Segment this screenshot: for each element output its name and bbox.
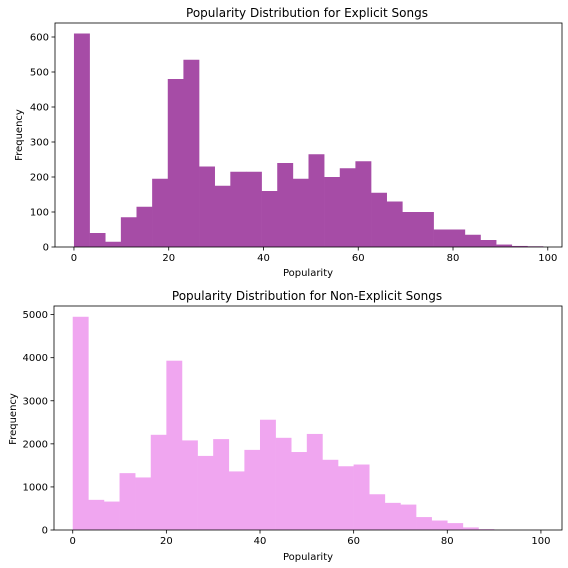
- non-explicit-y-axis-label: Frequency: [8, 393, 19, 445]
- explicit-bar: [105, 241, 122, 247]
- explicit-y-ticks: 0 100 200 300 400 500 600: [30, 33, 55, 254]
- explicit-y-tick-label: 300: [30, 138, 49, 149]
- non-explicit-bar: [103, 501, 120, 530]
- explicit-bar: [496, 244, 513, 247]
- non-explicit-y-tick-label: 1000: [23, 482, 48, 493]
- explicit-bar: [417, 212, 434, 247]
- non-explicit-x-tick-label: 0: [70, 536, 76, 547]
- non-explicit-bar: [88, 499, 105, 530]
- non-explicit-bar: [431, 520, 448, 530]
- explicit-y-tick-label: 500: [30, 68, 49, 79]
- explicit-bar: [73, 33, 90, 247]
- explicit-bars: [73, 33, 544, 247]
- non-explicit-bar: [400, 504, 417, 530]
- non-explicit-bar: [416, 517, 432, 530]
- explicit-chart-title: Popularity Distribution for Explicit Son…: [186, 6, 428, 20]
- non-explicit-x-axis-label: Popularity: [283, 552, 333, 563]
- explicit-x-ticks: 0 20 40 60 80 100: [71, 247, 557, 264]
- non-explicit-y-tick-label: 4000: [23, 353, 48, 364]
- non-explicit-bar: [353, 464, 370, 530]
- explicit-chart: Popularity Distribution for Explicit Son…: [14, 6, 563, 279]
- explicit-x-axis-label: Popularity: [283, 268, 333, 279]
- non-explicit-bar: [338, 466, 354, 530]
- explicit-bar: [308, 154, 325, 247]
- explicit-bar: [355, 161, 372, 247]
- non-explicit-y-tick-label: 3000: [23, 396, 48, 407]
- non-explicit-bar: [228, 471, 245, 530]
- explicit-y-tick-label: 0: [43, 243, 49, 254]
- non-explicit-bar: [384, 502, 401, 530]
- explicit-bar: [386, 201, 403, 247]
- explicit-y-tick-label: 200: [30, 173, 49, 184]
- explicit-y-tick-label: 400: [30, 103, 49, 114]
- explicit-bar: [214, 185, 231, 247]
- explicit-bar: [152, 178, 169, 247]
- non-explicit-bar: [135, 477, 152, 530]
- non-explicit-y-tick-label: 0: [42, 526, 48, 537]
- non-explicit-x-tick-label: 80: [441, 536, 454, 547]
- non-explicit-bar: [322, 459, 339, 530]
- non-explicit-x-tick-label: 40: [254, 536, 267, 547]
- non-explicit-bar: [213, 439, 230, 530]
- explicit-y-tick-label: 600: [30, 33, 49, 44]
- explicit-y-axis-label: Frequency: [14, 109, 25, 161]
- non-explicit-bar: [166, 360, 183, 530]
- non-explicit-bar: [150, 434, 167, 530]
- explicit-bar: [339, 168, 356, 247]
- non-explicit-x-ticks: 0 20 40 60 80 100: [70, 530, 550, 547]
- explicit-bar: [245, 171, 262, 247]
- explicit-bar: [464, 234, 481, 247]
- explicit-x-tick-label: 0: [71, 253, 77, 264]
- non-explicit-bars: [72, 316, 542, 530]
- non-explicit-bar: [447, 523, 464, 530]
- non-explicit-plot-frame: [53, 305, 563, 531]
- explicit-bar: [167, 79, 184, 247]
- explicit-bar: [136, 206, 153, 247]
- explicit-bar: [480, 240, 497, 247]
- explicit-y-tick-label: 100: [30, 208, 49, 219]
- explicit-bar: [183, 59, 200, 247]
- non-explicit-bar: [291, 452, 308, 530]
- explicit-bar: [292, 178, 309, 247]
- explicit-bar: [324, 177, 341, 247]
- non-explicit-x-tick-label: 60: [347, 536, 360, 547]
- explicit-bar: [230, 171, 247, 247]
- explicit-bar: [89, 233, 106, 247]
- explicit-plot-frame: [54, 22, 563, 248]
- explicit-bar: [433, 229, 450, 247]
- explicit-bar: [261, 191, 278, 247]
- non-explicit-bar: [181, 440, 198, 530]
- explicit-bar: [402, 212, 419, 247]
- explicit-x-tick-label: 40: [257, 253, 270, 264]
- non-explicit-bar: [244, 449, 261, 530]
- non-explicit-bar: [369, 494, 386, 530]
- explicit-bar: [199, 166, 215, 247]
- explicit-x-tick-label: 100: [538, 253, 557, 264]
- explicit-x-tick-label: 20: [162, 253, 175, 264]
- non-explicit-bar: [478, 529, 495, 530]
- explicit-bar: [371, 192, 387, 247]
- non-explicit-y-tick-label: 5000: [23, 310, 48, 321]
- non-explicit-bar: [119, 473, 136, 530]
- non-explicit-chart-title: Popularity Distribution for Non-Explicit…: [172, 289, 442, 303]
- explicit-x-tick-label: 60: [352, 253, 365, 264]
- non-explicit-bar: [72, 316, 89, 530]
- non-explicit-bar: [462, 527, 479, 530]
- non-explicit-bar: [275, 437, 292, 530]
- explicit-bar: [277, 163, 294, 247]
- non-explicit-bar: [197, 455, 214, 530]
- explicit-bar: [120, 217, 137, 247]
- explicit-bar: [449, 229, 466, 247]
- non-explicit-chart: Popularity Distribution for Non-Explicit…: [8, 289, 563, 563]
- non-explicit-bar: [259, 419, 276, 530]
- explicit-x-tick-label: 80: [447, 253, 460, 264]
- non-explicit-x-tick-label: 20: [160, 536, 173, 547]
- non-explicit-x-tick-label: 100: [531, 536, 550, 547]
- non-explicit-y-tick-label: 2000: [23, 439, 48, 450]
- non-explicit-y-ticks: 0 1000 2000 3000 4000 5000: [23, 310, 54, 537]
- non-explicit-bar: [306, 433, 323, 530]
- explicit-bar: [511, 245, 528, 247]
